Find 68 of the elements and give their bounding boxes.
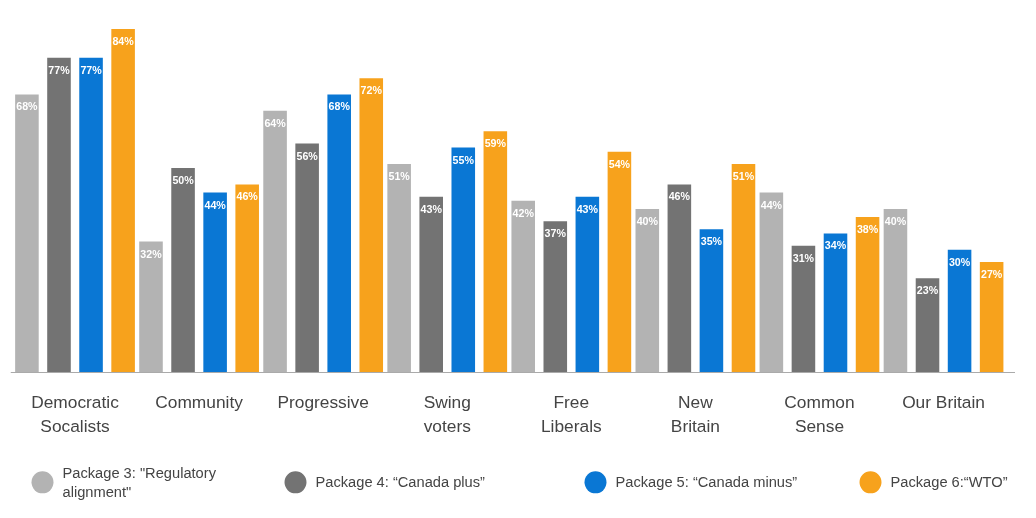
bar: [47, 57, 71, 373]
data-label: 43%: [576, 202, 599, 215]
data-label: 77%: [80, 63, 103, 76]
bar: [979, 262, 1004, 373]
x-tick-label: Our Britain: [902, 392, 985, 413]
data-label: 23%: [916, 284, 939, 297]
data-label: 72%: [360, 84, 383, 97]
bar: [203, 192, 227, 373]
x-tick-label: New Britain: [670, 392, 720, 437]
data-label: 40%: [884, 214, 907, 227]
bar: [607, 151, 632, 373]
bar: [543, 221, 568, 373]
bar: [79, 57, 103, 373]
legend-label: Package 6:“WTO”: [890, 474, 1008, 491]
data-label: 37%: [544, 227, 567, 240]
data-label: 43%: [420, 202, 443, 215]
data-label: 31%: [792, 251, 815, 264]
data-label: 51%: [388, 169, 411, 182]
data-label: 27%: [980, 268, 1003, 281]
bar: [915, 278, 940, 373]
x-tick-label: Community: [155, 392, 244, 413]
bar: [667, 184, 692, 373]
data-label: 38%: [856, 223, 879, 236]
x-tick-label: Democratic Socalists: [31, 392, 120, 437]
bar: [419, 196, 443, 373]
bar: [791, 245, 816, 373]
legend-label: Package 5: “Canada minus”: [615, 474, 798, 491]
x-tick-label: Progressive: [277, 392, 369, 413]
x-tick-label: Common Sense: [784, 392, 855, 437]
data-label: 51%: [732, 169, 755, 182]
data-label: 30%: [948, 255, 971, 268]
data-label: 44%: [204, 198, 227, 211]
data-label: 42%: [512, 206, 535, 219]
x-tick-label: Free Liberals: [540, 392, 602, 437]
bar: [111, 29, 135, 373]
bar: [731, 163, 756, 373]
bar: [855, 217, 880, 373]
data-label: 64%: [264, 116, 287, 129]
data-label: 50%: [172, 174, 195, 187]
data-label: 54%: [608, 157, 631, 170]
bar: [171, 168, 195, 373]
data-label: 77%: [48, 63, 71, 76]
bar: [295, 143, 319, 373]
data-label: 46%: [668, 190, 691, 203]
data-label: 55%: [452, 153, 475, 166]
bar: [359, 78, 384, 373]
data-label: 34%: [824, 239, 847, 252]
bar: [451, 147, 476, 373]
bar: [327, 94, 351, 373]
data-label: 84%: [112, 35, 135, 48]
bar: [483, 131, 508, 373]
bar: [575, 196, 600, 373]
bar: [823, 233, 848, 373]
data-label: 68%: [16, 100, 39, 113]
data-label: 32%: [140, 247, 163, 260]
data-label: 44%: [760, 198, 783, 211]
data-label: 35%: [700, 235, 723, 248]
bar: [947, 249, 972, 373]
x-tick-label: Swing voters: [423, 392, 472, 437]
legend-label: Package 4: “Canada plus”: [315, 474, 486, 491]
data-label: 59%: [484, 137, 507, 150]
bar: [699, 229, 724, 373]
data-label: 40%: [636, 214, 659, 227]
bar: [235, 184, 259, 373]
data-label: 68%: [328, 100, 351, 113]
data-label: 56%: [296, 149, 319, 162]
legend-label: Package 3: "Regulatory alignment": [62, 464, 217, 500]
data-label: 46%: [236, 190, 259, 203]
